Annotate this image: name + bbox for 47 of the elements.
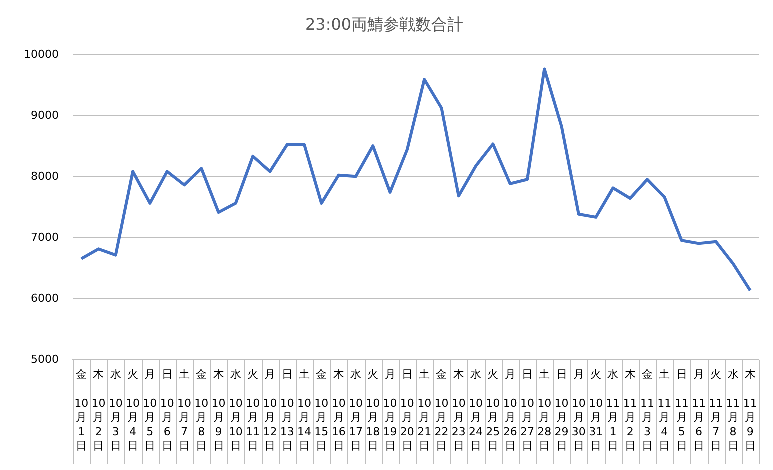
category-label: 火 11月7日	[709, 368, 724, 453]
category-label: 木 11月9日	[743, 368, 758, 453]
category-label: 火 10月31日	[589, 368, 604, 453]
category-label: 金 10月1日	[74, 368, 89, 453]
category-label: 土 11月4日	[658, 368, 672, 453]
category-label: 水 10月17日	[348, 368, 363, 453]
category-label: 月 10月12日	[263, 368, 278, 453]
y-tick-label: 7000	[30, 231, 59, 244]
category-label: 水 11月8日	[726, 368, 740, 453]
category-label: 土 10月21日	[418, 368, 432, 453]
category-label: 土 10月7日	[177, 368, 192, 453]
category-label: 水 10月10日	[228, 368, 243, 453]
category-label: 土 10月14日	[298, 368, 312, 453]
category-label: 土 10月28日	[538, 368, 552, 453]
category-label: 金 10月8日	[194, 368, 209, 453]
category-label: 日 10月13日	[280, 368, 294, 453]
y-tick-label: 6000	[30, 292, 59, 306]
category-label: 月 10月5日	[143, 368, 158, 453]
category-label: 火 10月25日	[486, 368, 500, 453]
category-label: 木 10月9日	[212, 368, 226, 453]
category-label: 火 10月18日	[366, 368, 380, 453]
category-label: 木 10月2日	[92, 368, 106, 453]
category-label: 木 10月16日	[332, 368, 346, 453]
category-label: 水 10月3日	[108, 368, 123, 453]
category-label: 月 10月30日	[572, 368, 586, 453]
category-label: 日 10月27日	[520, 368, 534, 453]
category-label: 月 10月19日	[383, 368, 398, 453]
category-label: 金 11月3日	[640, 368, 655, 453]
category-label: 日 10月6日	[160, 368, 174, 453]
category-label: 木 10月23日	[452, 368, 466, 453]
y-tick-label: 9000	[30, 109, 59, 122]
category-label: 金 10月15日	[314, 368, 329, 453]
category-label: 日 10月20日	[400, 368, 414, 453]
category-label: 日 10月29日	[554, 368, 569, 453]
y-tick-label: 10000	[24, 48, 59, 62]
category-label: 木 11月2日	[623, 368, 638, 453]
category-label: 月 10月26日	[503, 368, 518, 453]
category-label: 水 10月24日	[469, 368, 484, 453]
category-label: 火 10月11日	[246, 368, 260, 453]
y-tick-label: 5000	[30, 353, 59, 366]
category-label: 月 11月6日	[692, 368, 706, 453]
y-tick-label: 8000	[30, 170, 59, 184]
chart-title: 23:00両鯖参戦数合計	[305, 14, 464, 34]
category-label: 水 11月1日	[606, 368, 620, 453]
category-label: 火 10月4日	[126, 368, 140, 453]
category-label: 日 11月5日	[674, 368, 689, 453]
category-label: 金 10月22日	[434, 368, 449, 453]
